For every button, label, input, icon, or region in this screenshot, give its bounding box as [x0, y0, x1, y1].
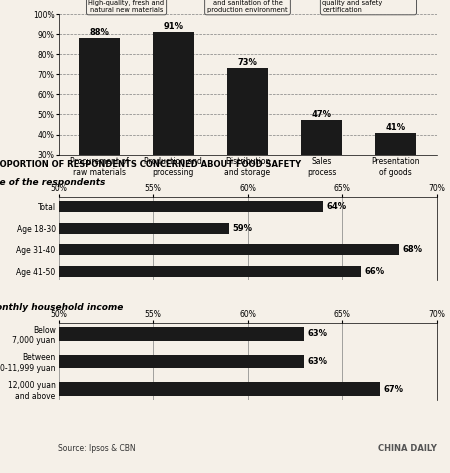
Text: Source: Ipsos & CBN: Source: Ipsos & CBN	[58, 444, 136, 453]
Text: PROPORTION OF RESPONDENTS CONCERNED ABOUT FOOD SAFETY: PROPORTION OF RESPONDENTS CONCERNED ABOU…	[0, 160, 301, 169]
Text: Age of the respondents: Age of the respondents	[0, 178, 106, 187]
Bar	[0, 355, 304, 368]
Bar	[0, 327, 304, 341]
Text: 73%: 73%	[238, 58, 257, 67]
Text: 41%: 41%	[386, 123, 406, 131]
Bar	[301, 121, 342, 215]
Bar	[375, 132, 416, 215]
Bar	[79, 38, 120, 215]
Text: Use of harmful additives
and sanitation of the
production environment: Use of harmful additives and sanitation …	[207, 0, 288, 13]
Bar	[0, 266, 361, 277]
Text: 63%: 63%	[308, 357, 328, 366]
Text: CHINA DAILY: CHINA DAILY	[378, 444, 436, 453]
Text: Whether there is
comprehensive information
(food ingredients,
manufacturer inden: Whether there is comprehensive informati…	[322, 0, 414, 13]
Text: 66%: 66%	[364, 267, 385, 276]
Text: 59%: 59%	[232, 224, 252, 233]
Text: High-quality, fresh and
natural new materials: High-quality, fresh and natural new mate…	[89, 0, 165, 13]
Bar	[153, 32, 194, 215]
Text: 68%: 68%	[402, 245, 423, 254]
Text: Monthly household income: Monthly household income	[0, 303, 123, 312]
Bar	[0, 244, 399, 255]
Bar	[0, 382, 380, 396]
Text: 64%: 64%	[327, 202, 347, 211]
Bar	[0, 223, 229, 234]
Text: 67%: 67%	[383, 385, 404, 394]
Text: 88%: 88%	[90, 28, 109, 37]
Bar	[227, 68, 268, 215]
Text: 47%: 47%	[311, 111, 332, 120]
Bar	[0, 201, 323, 212]
Text: 63%: 63%	[308, 329, 328, 338]
Text: 91%: 91%	[163, 22, 184, 31]
